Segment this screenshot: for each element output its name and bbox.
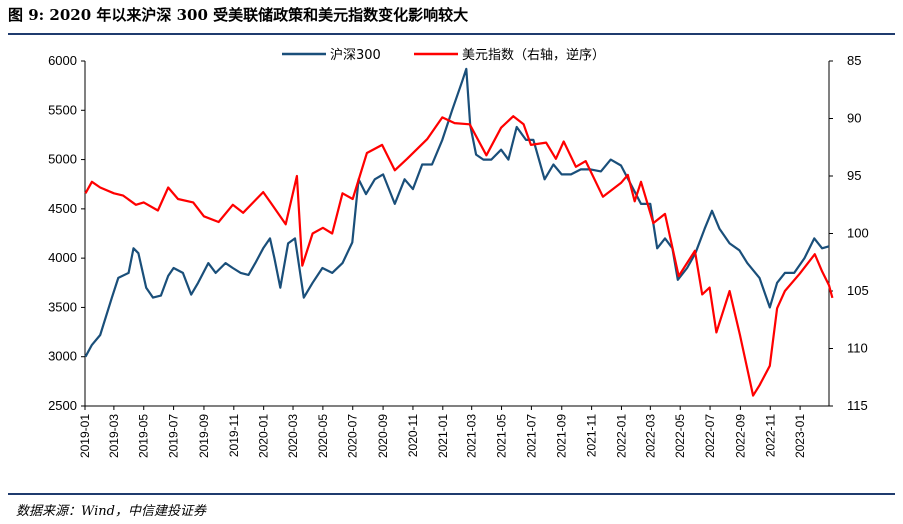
x-tick-label: 2021-01 xyxy=(436,414,450,458)
left-tick-label: 2500 xyxy=(48,398,77,413)
x-tick-label: 2020-11 xyxy=(406,414,420,457)
x-tick-label: 2019-07 xyxy=(167,414,181,458)
right-tick-label: 105 xyxy=(847,283,869,298)
x-tick-label: 2021-09 xyxy=(555,414,569,458)
x-tick-label: 2020-01 xyxy=(257,414,271,458)
x-tick-label: 2020-05 xyxy=(316,414,330,458)
top-rule xyxy=(8,33,895,35)
x-tick-label: 2020-09 xyxy=(376,414,390,458)
x-tick-label: 2021-05 xyxy=(495,414,509,458)
hs300-line xyxy=(84,67,830,358)
x-tick-label: 2021-03 xyxy=(465,414,479,458)
x-tick-label: 2019-03 xyxy=(107,414,121,458)
plot-area: 6000 5500 5000 4500 4000 3500 3000 2500 85 90 95 10… xyxy=(48,47,869,458)
figure-title: 图 9: 2020 年以来沪深 300 受美联储政策和美元指数变化影响较大 xyxy=(8,6,469,24)
x-tick-label: 2022-07 xyxy=(703,414,717,458)
right-tick-label: 95 xyxy=(847,168,861,183)
left-tick-label: 3000 xyxy=(48,349,77,364)
x-tick-label: 2022-03 xyxy=(643,414,657,458)
bottom-rule xyxy=(8,493,895,495)
x-tick-label: 2020-07 xyxy=(346,414,360,458)
x-tick-label: 2022-09 xyxy=(733,414,747,458)
left-tick-label: 4500 xyxy=(48,201,77,216)
x-tick-label: 2023-01 xyxy=(793,414,807,458)
x-tick-label: 2019-01 xyxy=(78,414,92,458)
right-tick-label: 85 xyxy=(847,53,861,68)
x-tick-label: 2022-01 xyxy=(614,414,628,458)
right-tick-label: 110 xyxy=(847,341,868,356)
right-tick-label: 90 xyxy=(847,111,861,126)
legend-label: 美元指数（右轴，逆序） xyxy=(462,47,605,63)
left-tick-label: 3500 xyxy=(48,299,77,314)
chart: 6000 5500 5000 4500 4000 3500 3000 2500 85 90 95 10… xyxy=(48,47,869,458)
x-tick-label: 2020-03 xyxy=(286,414,300,458)
x-tick-label: 2021-07 xyxy=(524,414,538,458)
x-tick-label: 2019-09 xyxy=(197,414,211,458)
x-tick-label: 2022-11 xyxy=(763,414,777,457)
right-tick-label: 115 xyxy=(847,398,868,413)
usd-index-line xyxy=(84,115,834,397)
x-tick-label: 2022-05 xyxy=(673,414,687,458)
legend-label: 沪深300 xyxy=(330,47,381,63)
left-tick-label: 4000 xyxy=(48,250,77,265)
x-tick-label: 2019-05 xyxy=(137,414,151,458)
left-tick-label: 5000 xyxy=(48,152,77,167)
source-note: 数据来源：Wind，中信建投证券 xyxy=(16,504,206,519)
right-tick-label: 100 xyxy=(847,226,869,241)
x-tick-label: 2019-11 xyxy=(227,414,241,457)
left-tick-label: 5500 xyxy=(48,102,77,117)
x-tick-label: 2021-11 xyxy=(585,414,599,457)
left-tick-label: 6000 xyxy=(48,53,77,68)
